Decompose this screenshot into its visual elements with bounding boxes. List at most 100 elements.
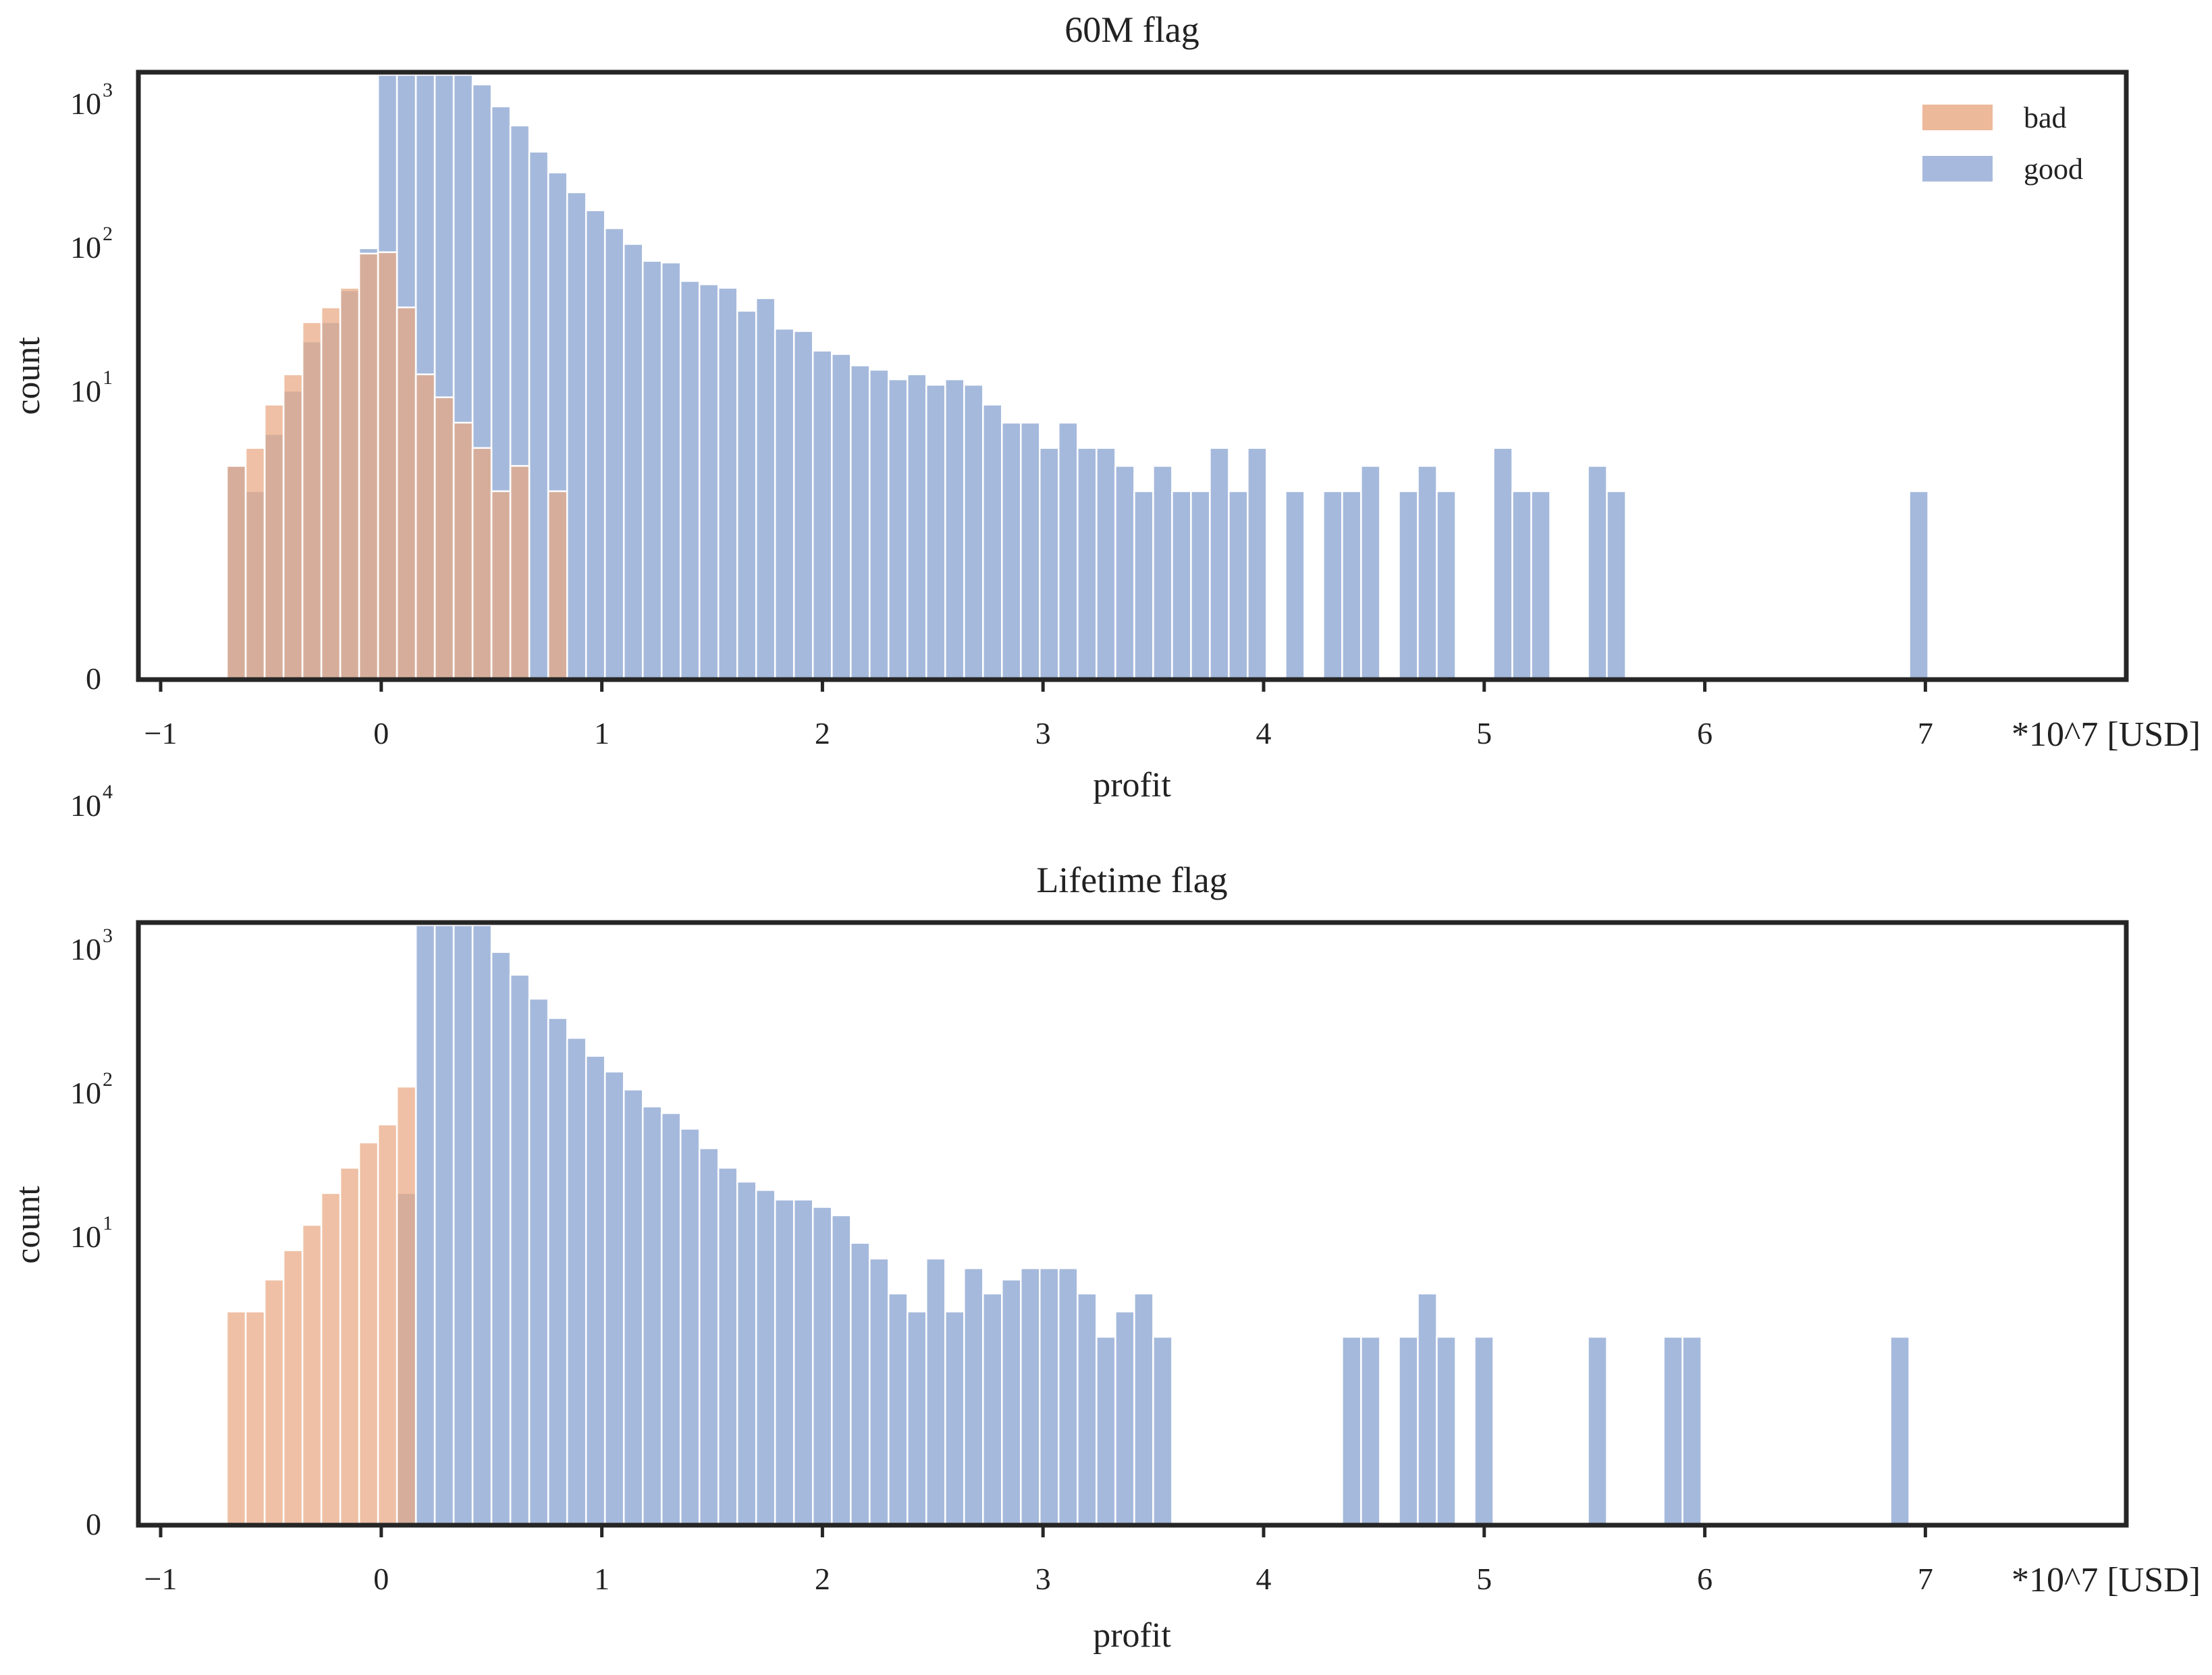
bar-good bbox=[1020, 1267, 1041, 1525]
x-tick: 7 bbox=[1918, 680, 1933, 750]
bar-bad bbox=[452, 422, 474, 680]
legend-label: good bbox=[2024, 153, 2083, 186]
y-axis-label: count bbox=[9, 1186, 47, 1264]
bar-good bbox=[1492, 447, 1513, 680]
y-tick-exponent: 3 bbox=[103, 79, 113, 101]
bar-good bbox=[755, 1189, 776, 1525]
chart-title: 60M flag bbox=[1064, 9, 1199, 50]
bar-good bbox=[698, 1147, 720, 1525]
legend-swatch bbox=[1922, 105, 1993, 130]
x-axis-label: profit bbox=[1093, 766, 1171, 804]
x-tick-label: 6 bbox=[1697, 716, 1712, 750]
bar-good bbox=[907, 1311, 927, 1525]
bar-good bbox=[1171, 490, 1192, 680]
bar-good bbox=[1511, 490, 1532, 680]
bar-bad bbox=[414, 373, 436, 680]
y-tick-exponent: 1 bbox=[103, 1212, 113, 1234]
bar-good bbox=[1360, 465, 1381, 680]
y-tick-label: 0 bbox=[86, 661, 101, 696]
bar-good bbox=[850, 1242, 871, 1525]
bars-layer bbox=[225, 924, 1910, 1525]
y-tick-label: 10 bbox=[70, 374, 101, 408]
bar-good bbox=[1096, 447, 1116, 680]
x-tick: −1 bbox=[144, 680, 178, 750]
bar-good bbox=[585, 209, 606, 680]
bar-good bbox=[698, 283, 720, 680]
bar-good bbox=[1530, 490, 1551, 680]
bar-bad bbox=[263, 1278, 285, 1525]
x-tick-label: 0 bbox=[373, 1562, 389, 1596]
x-tick-label: −1 bbox=[144, 716, 178, 750]
bar-good bbox=[1587, 465, 1608, 680]
bar-good bbox=[1360, 1336, 1381, 1525]
bar-good bbox=[869, 1257, 890, 1525]
bar-good bbox=[1020, 422, 1041, 680]
bar-good bbox=[528, 150, 549, 680]
x-tick: −1 bbox=[144, 1525, 178, 1596]
y-tick: 0 bbox=[86, 1507, 101, 1541]
bar-bad bbox=[490, 490, 512, 680]
bar-bad bbox=[301, 321, 323, 680]
chart-title: Lifetime flag bbox=[1036, 860, 1227, 900]
bar-good bbox=[888, 1292, 909, 1525]
bar-good bbox=[1341, 1336, 1362, 1525]
x-tick-label: 1 bbox=[594, 1562, 610, 1596]
series-bad bbox=[225, 251, 568, 680]
bar-good bbox=[888, 378, 909, 680]
y-tick-label: 10 bbox=[70, 932, 101, 966]
y-tick: 10 3 bbox=[70, 925, 113, 966]
bar-bad bbox=[433, 396, 455, 680]
x-tick: 2 bbox=[815, 1525, 830, 1596]
bar-good bbox=[1228, 490, 1249, 680]
bar-good bbox=[831, 353, 852, 680]
bar-good bbox=[831, 1214, 852, 1525]
bar-good bbox=[1133, 490, 1154, 680]
bar-good bbox=[1001, 422, 1022, 680]
bar-good bbox=[774, 327, 795, 680]
x-tick-label: 4 bbox=[1256, 716, 1272, 750]
bar-good bbox=[585, 1055, 606, 1525]
bar-good bbox=[1152, 1336, 1173, 1525]
y-tick-label: 0 bbox=[86, 1507, 101, 1541]
x-tick-label: −1 bbox=[144, 1562, 178, 1596]
bar-good bbox=[490, 951, 512, 1525]
bar-good bbox=[1001, 1278, 1022, 1525]
bar-good bbox=[547, 1017, 568, 1525]
bar-good bbox=[1039, 447, 1060, 680]
x-tick: 0 bbox=[373, 680, 389, 750]
x-axis: −1 0 1 2 3 4 5 6 7 bbox=[144, 680, 1933, 750]
x-tick-label: 3 bbox=[1035, 716, 1051, 750]
bar-good bbox=[1436, 1336, 1457, 1525]
bar-good bbox=[641, 260, 663, 680]
legend-label: bad bbox=[2024, 101, 2067, 134]
bar-good bbox=[433, 924, 455, 1525]
y-tick: 10 1 bbox=[70, 366, 113, 408]
x-tick-label: 7 bbox=[1918, 716, 1933, 750]
bar-good bbox=[736, 1180, 757, 1525]
bar-good bbox=[1152, 465, 1173, 680]
y-tick-exponent: 2 bbox=[103, 1068, 113, 1091]
y-tick: 0 bbox=[86, 661, 101, 696]
bar-bad bbox=[396, 306, 417, 680]
bar-bad bbox=[471, 447, 493, 680]
bar-good bbox=[603, 227, 625, 680]
bar-good bbox=[1114, 465, 1135, 680]
bar-bad bbox=[339, 1167, 360, 1525]
bar-bad bbox=[301, 1224, 323, 1525]
bar-bad bbox=[320, 1192, 342, 1525]
bar-good bbox=[792, 330, 814, 680]
bar-good bbox=[736, 310, 757, 680]
x-tick: 3 bbox=[1035, 1525, 1051, 1596]
bar-good bbox=[925, 383, 946, 680]
bar-good bbox=[1398, 1336, 1419, 1525]
bar-good bbox=[679, 280, 701, 680]
y-tick: 10 1 bbox=[70, 1212, 113, 1254]
bar-good bbox=[963, 1267, 984, 1525]
x-axis: −1 0 1 2 3 4 5 6 7 bbox=[144, 1525, 1933, 1596]
x-tick-label: 7 bbox=[1918, 1562, 1933, 1596]
x-tick-label: 5 bbox=[1476, 1562, 1492, 1596]
bar-good bbox=[660, 261, 682, 680]
bar-good bbox=[528, 997, 549, 1525]
